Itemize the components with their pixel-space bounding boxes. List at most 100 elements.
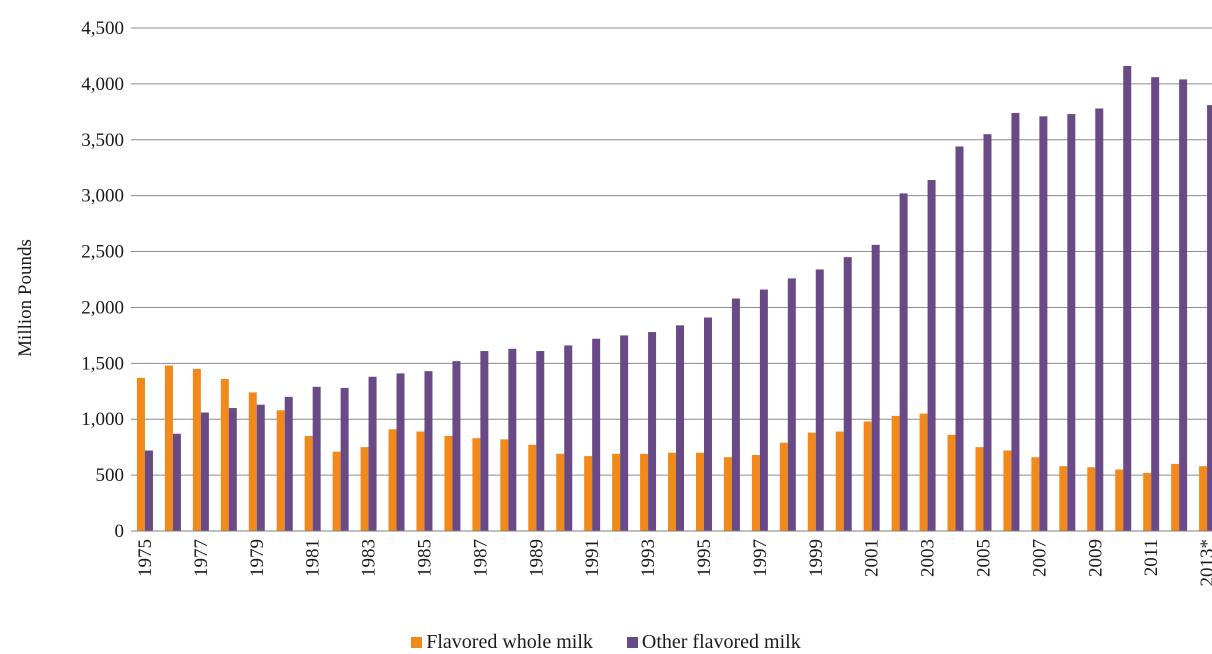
bar-other-flavored-milk <box>731 298 740 531</box>
bar-flavored-whole-milk <box>164 365 173 531</box>
legend-label-flavored-whole-milk: Flavored whole milk <box>426 630 593 653</box>
bar-other-flavored-milk <box>927 180 936 531</box>
bar-flavored-whole-milk <box>388 429 397 531</box>
bar-other-flavored-milk <box>340 387 349 531</box>
bar-flavored-whole-milk <box>416 431 425 531</box>
bar-other-flavored-milk <box>899 193 908 531</box>
bar-flavored-whole-milk <box>248 392 257 531</box>
bar-other-flavored-milk <box>592 338 601 531</box>
bar-flavored-whole-milk <box>975 447 984 531</box>
x-tick-label: 1999 <box>806 539 827 577</box>
bar-flavored-whole-milk <box>1087 467 1096 531</box>
bar-flavored-whole-milk <box>444 435 453 531</box>
bar-other-flavored-milk <box>424 371 433 531</box>
bar-other-flavored-milk <box>480 351 489 531</box>
bar-flavored-whole-milk <box>723 457 732 531</box>
bar-flavored-whole-milk <box>891 415 900 531</box>
bar-flavored-whole-milk <box>136 377 145 531</box>
bar-other-flavored-milk <box>508 348 517 531</box>
bar-other-flavored-milk <box>843 257 852 531</box>
x-tick-label: 1985 <box>414 539 435 577</box>
y-tick-label: 2,500 <box>81 242 124 263</box>
bar-other-flavored-milk <box>787 278 796 531</box>
legend-label-other-flavored-milk: Other flavored milk <box>641 630 801 653</box>
bar-other-flavored-milk <box>172 433 181 531</box>
y-tick-label: 1,000 <box>81 409 124 430</box>
bar-flavored-whole-milk <box>947 434 956 531</box>
bar-flavored-whole-milk <box>192 368 201 531</box>
bar-other-flavored-milk <box>144 450 153 531</box>
bar-other-flavored-milk <box>815 269 824 531</box>
y-tick-label: 500 <box>96 465 125 486</box>
legend-swatch-other-flavored-milk <box>626 636 638 648</box>
bar-flavored-whole-milk <box>1003 450 1012 531</box>
bar-flavored-whole-milk <box>332 451 341 531</box>
bars <box>136 66 1212 532</box>
x-tick-label: 2005 <box>973 539 994 577</box>
bar-other-flavored-milk <box>1207 105 1212 531</box>
legend-item-other-flavored-milk: Other flavored milk <box>626 630 801 654</box>
x-tick-label: 1989 <box>526 539 547 577</box>
x-tick-label: 1987 <box>470 539 491 577</box>
bar-flavored-whole-milk <box>1199 466 1208 531</box>
x-tick-label: 1975 <box>135 539 156 577</box>
x-tick-label: 1993 <box>638 539 659 577</box>
bar-flavored-whole-milk <box>1171 463 1180 531</box>
y-tick-label: 0 <box>115 521 125 542</box>
bar-flavored-whole-milk <box>220 378 229 531</box>
x-tick-label: 1995 <box>694 539 715 577</box>
bar-flavored-whole-milk <box>360 447 369 531</box>
bar-flavored-whole-milk <box>556 453 565 531</box>
bar-other-flavored-milk <box>620 335 629 531</box>
y-tick-label: 4,500 <box>81 18 124 39</box>
legend: Flavored whole milk Other flavored milk <box>0 630 1212 654</box>
x-tick-label: 1977 <box>191 539 212 577</box>
bar-other-flavored-milk <box>1039 116 1048 532</box>
x-tick-label: 1981 <box>303 539 324 577</box>
x-tick-label: 2001 <box>862 539 883 577</box>
x-tick-label: 2009 <box>1085 539 1106 577</box>
bar-flavored-whole-milk <box>304 435 313 531</box>
bar-flavored-whole-milk <box>1059 466 1068 531</box>
y-axis-title: Million Pounds <box>15 239 36 357</box>
bar-flavored-whole-milk <box>695 452 704 531</box>
bar-other-flavored-milk <box>1067 114 1076 531</box>
y-tick-label: 1,500 <box>81 353 124 374</box>
bar-other-flavored-milk <box>1011 112 1020 531</box>
x-tick-label: 1991 <box>582 539 603 577</box>
bar-other-flavored-milk <box>1123 66 1132 531</box>
bar-flavored-whole-milk <box>807 432 816 531</box>
y-tick-labels: 0 500 1,000 1,500 2,000 2,500 3,000 3,500 4,000 4… <box>81 18 124 542</box>
bar-other-flavored-milk <box>396 373 405 531</box>
bar-other-flavored-milk <box>871 244 880 531</box>
bar-other-flavored-milk <box>648 332 657 531</box>
bar-other-flavored-milk <box>1095 108 1104 531</box>
bar-other-flavored-milk <box>536 351 545 531</box>
bar-other-flavored-milk <box>1151 77 1160 532</box>
bar-other-flavored-milk <box>284 396 293 531</box>
bar-flavored-whole-milk <box>835 431 844 531</box>
bar-other-flavored-milk <box>983 134 992 531</box>
bar-flavored-whole-milk <box>668 452 677 531</box>
x-tick-label: 2007 <box>1029 539 1050 577</box>
y-tick-label: 3,000 <box>81 186 124 207</box>
bar-flavored-whole-milk <box>276 410 285 531</box>
bar-other-flavored-milk <box>676 325 685 531</box>
bar-flavored-whole-milk <box>1031 457 1040 531</box>
legend-swatch-flavored-whole-milk <box>411 636 423 648</box>
bar-other-flavored-milk <box>955 146 964 532</box>
x-tick-label: 2013* <box>1197 539 1212 587</box>
bar-other-flavored-milk <box>564 345 573 531</box>
bar-chart: 0 500 1,000 1,500 2,000 2,500 3,000 3,500 4,000 4… <box>15 18 1212 587</box>
bar-flavored-whole-milk <box>1115 469 1124 531</box>
legend-item-flavored-whole-milk: Flavored whole milk <box>411 630 593 654</box>
bar-flavored-whole-milk <box>640 453 649 531</box>
x-tick-label: 1979 <box>247 539 268 577</box>
bar-other-flavored-milk <box>312 386 321 531</box>
y-tick-label: 2,000 <box>81 297 124 318</box>
bar-flavored-whole-milk <box>919 413 928 531</box>
y-tick-label: 4,000 <box>81 74 124 95</box>
y-tick-label: 3,500 <box>81 130 124 151</box>
bar-flavored-whole-milk <box>779 442 788 531</box>
x-tick-labels: 1975 1977 1979 1981 1983 1985 1987 1989 1991 1993… <box>135 539 1212 587</box>
